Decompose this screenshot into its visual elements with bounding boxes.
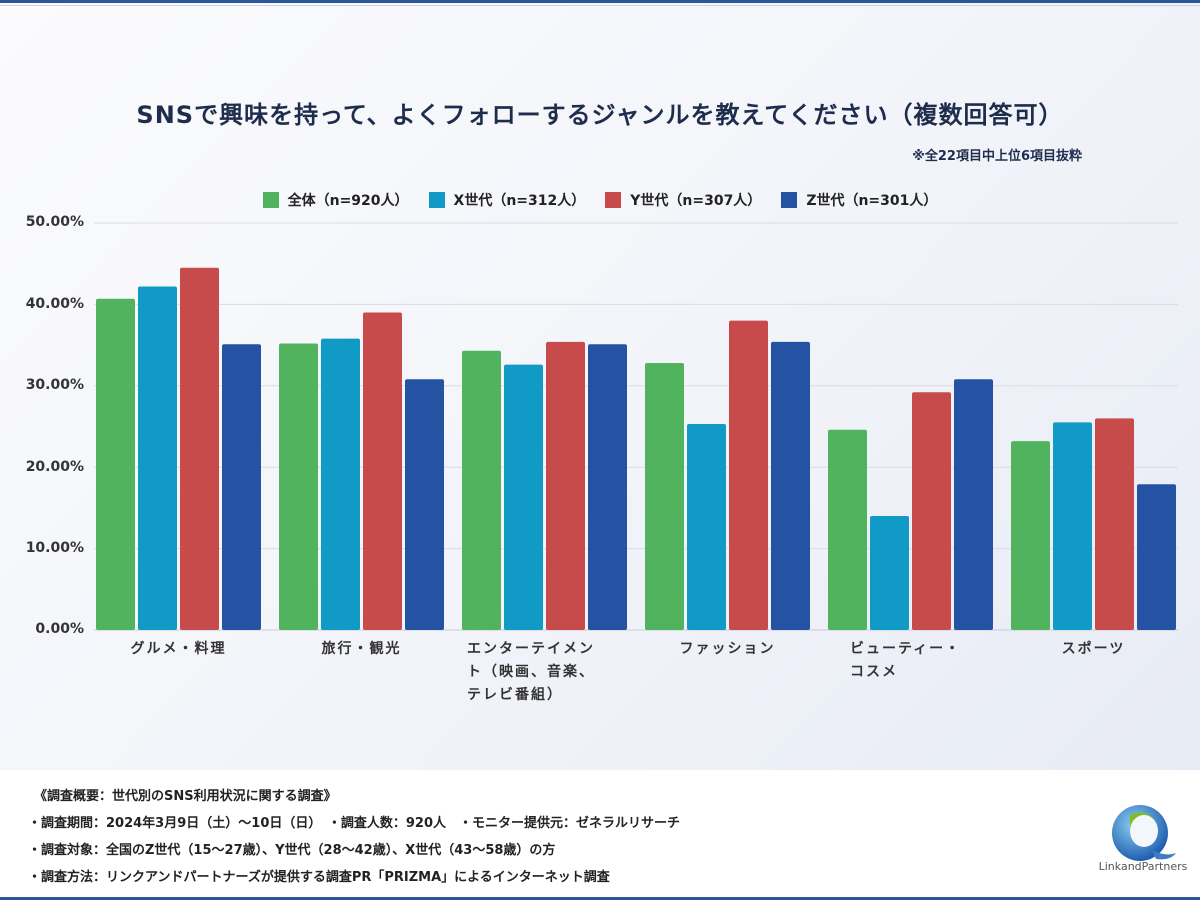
legend-label-all: 全体（n=920人） (287, 193, 409, 209)
bar-2-series-2 (546, 341, 585, 630)
logo-text: LinkandPartners (1098, 860, 1188, 873)
x-tick-label-line: エンターテイメン (467, 641, 595, 657)
x-tick-label-line: テレビ番組） (467, 687, 563, 703)
bar-3-series-2 (729, 320, 768, 630)
bar-1-series-1 (321, 338, 360, 630)
y-tick-label-0: 0.00% (35, 621, 84, 637)
top-rule (0, 0, 1200, 3)
legend-label-gen-z: Z世代（n=301人） (806, 193, 938, 209)
legend-swatch-gen-x (428, 192, 445, 208)
bar-0-series-2 (180, 267, 219, 630)
legend-swatch-gen-z (781, 192, 798, 208)
bar-4-series-3 (954, 379, 993, 630)
bar-0-series-3 (222, 344, 261, 630)
bar-1-series-3 (405, 379, 444, 630)
x-tick-label-line: スポーツ (1061, 641, 1126, 657)
bar-2-series-3 (588, 344, 627, 630)
bar-1-series-0 (279, 343, 318, 630)
legend-item-gen-z: Z世代（n=301人） (781, 190, 937, 210)
legend-swatch-all (262, 192, 279, 208)
x-tick-label-line: コスメ (850, 664, 898, 680)
bar-3-series-3 (771, 341, 810, 630)
x-tick-label-line: ファッション (679, 641, 776, 657)
survey-footer (0, 770, 1200, 897)
x-tick-label-0: グルメ・料理 (94, 638, 264, 661)
y-tick-label-10: 10.00% (25, 540, 84, 556)
bar-5-series-1 (1053, 422, 1092, 630)
survey-target: ・調査対象：全国のZ世代（15～27歳）、Y世代（28～42歳）、X世代（43～… (28, 843, 556, 858)
link-and-partners-logo-icon (1112, 805, 1176, 861)
bottom-rule (0, 897, 1200, 900)
legend-swatch-gen-y (605, 192, 622, 208)
bar-3-series-1 (687, 424, 726, 630)
bar-1-series-2 (363, 312, 402, 630)
bar-0-series-1 (138, 286, 177, 630)
y-tick-label-20: 20.00% (25, 459, 84, 475)
chart-title: SNSで興味を持って、よくフォローするジャンルを教えてください（複数回答可） (136, 101, 1064, 129)
bar-5-series-0 (1011, 441, 1050, 630)
bar-3-series-0 (645, 363, 684, 630)
legend-item-gen-y: Y世代（n=307人） (605, 190, 761, 210)
top-rule-thin (0, 5, 1200, 6)
chart-note: ※全22項目中上位6項目抜粋 (912, 149, 1082, 164)
bar-2-series-1 (504, 364, 543, 630)
x-tick-label-line: ビューティー・ (850, 641, 962, 657)
legend-label-gen-x: X世代（n=312人） (453, 193, 586, 209)
x-tick-label-line: グルメ・料理 (130, 641, 227, 657)
legend-label-gen-y: Y世代（n=307人） (630, 193, 762, 209)
bar-5-series-2 (1095, 418, 1134, 630)
bar-4-series-2 (912, 392, 951, 630)
survey-overview-title: 《調査概要：世代別のSNS利用状況に関する調査》 (34, 789, 337, 804)
legend: 全体（n=920人） X世代（n=312人） Y世代（n=307人） Z世代（n… (0, 190, 1200, 210)
y-tick-label-30: 30.00% (25, 377, 84, 393)
x-tick-label-line: 旅行・観光 (321, 641, 402, 657)
x-tick-label-1: 旅行・観光 (277, 638, 447, 661)
bar-4-series-1 (870, 516, 909, 630)
x-tick-label-4: ビューティー・ コスメ (850, 638, 1020, 684)
y-tick-label-40: 40.00% (25, 296, 84, 312)
survey-method: ・調査方法：リンクアンドパートナーズが提供する調査PR「PRIZMA」によるイン… (28, 870, 610, 885)
x-tick-label-3: ファッション (643, 638, 813, 661)
x-tick-label-5: スポーツ (1009, 638, 1179, 661)
bar-4-series-0 (828, 429, 867, 630)
x-tick-label-2: エンターテイメン ト（映画、音楽、 テレビ番組） (467, 638, 637, 707)
y-tick-label-50: 50.00% (25, 214, 84, 230)
bar-2-series-0 (462, 350, 501, 630)
legend-item-gen-x: X世代（n=312人） (428, 190, 586, 210)
survey-period: ・調査期間：2024年3月9日（土）～10日（日） ・調査人数：920人 ・モニ… (28, 816, 681, 831)
x-tick-label-line: ト（映画、音楽、 (467, 664, 595, 680)
legend-item-all: 全体（n=920人） (262, 190, 409, 210)
bar-0-series-0 (96, 298, 135, 630)
bar-5-series-3 (1137, 484, 1176, 630)
